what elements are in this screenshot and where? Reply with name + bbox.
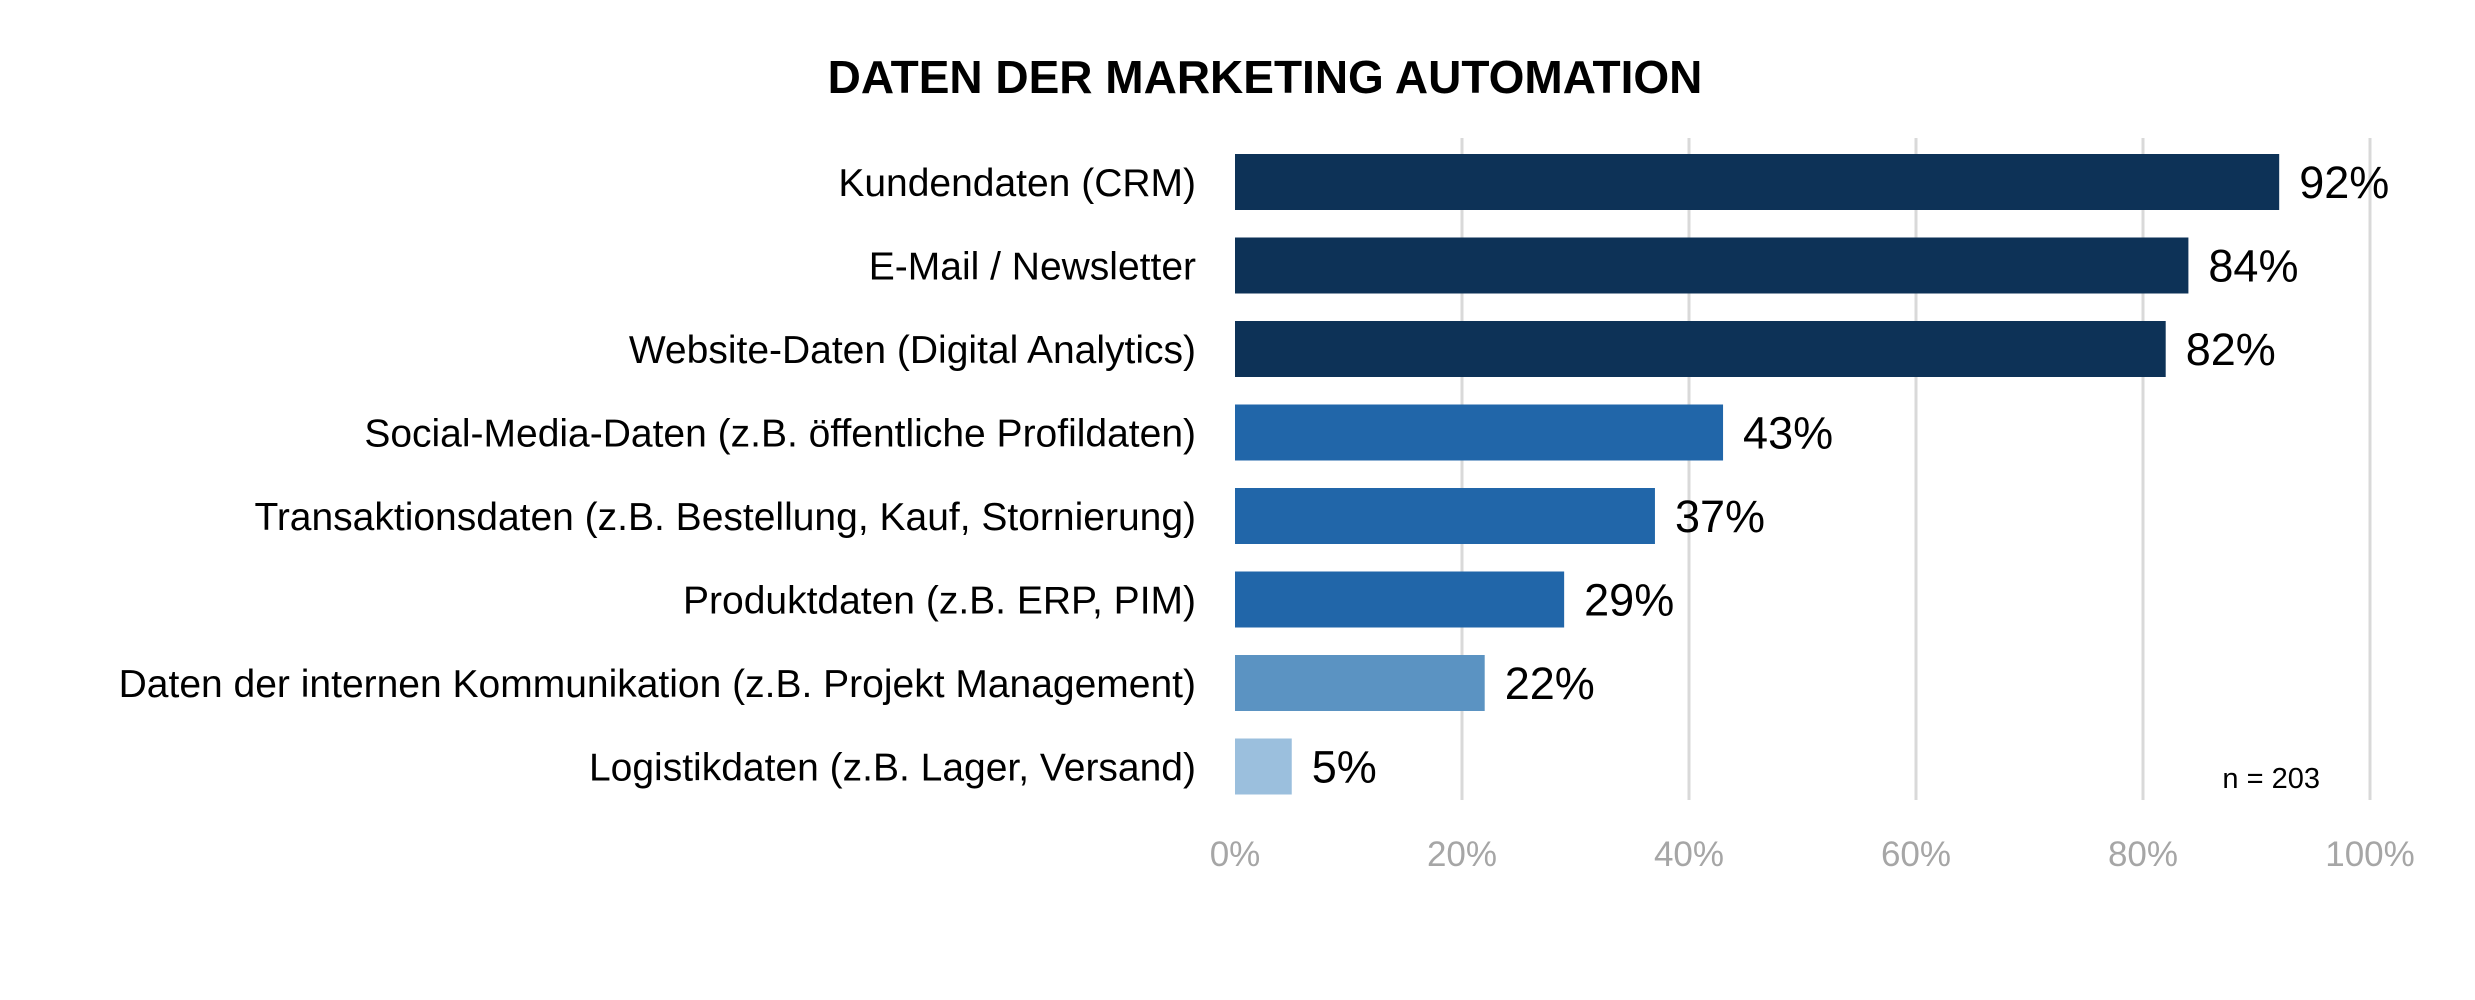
value-label: 37% xyxy=(1675,491,1765,542)
bar xyxy=(1235,237,2189,294)
x-axis-ticks: 0% 20% 40% 60% 80% 100% xyxy=(1210,835,2415,874)
x-tick-label: 20% xyxy=(1427,835,1497,874)
value-label: 43% xyxy=(1743,408,1833,459)
value-labels: 92%84% 82% 43% 37%29% 22% 5% xyxy=(1312,157,2390,793)
category-label: Social-Media-Daten (z.B. öffentliche Pro… xyxy=(364,413,1196,456)
sample-size-note: n = 203 xyxy=(2222,763,2320,795)
bar xyxy=(1235,404,1724,461)
category-label: Transaktionsdaten (z.B. Bestellung, Kauf… xyxy=(254,496,1196,539)
bar xyxy=(1235,571,1565,628)
x-tick-label: 40% xyxy=(1654,835,1724,874)
x-tick-label: 80% xyxy=(2108,835,2178,874)
category-label: Kundendaten (CRM) xyxy=(838,162,1196,205)
value-label: 29% xyxy=(1584,575,1674,626)
bar xyxy=(1235,488,1655,544)
x-tick-label: 60% xyxy=(1881,835,1951,874)
value-label: 92% xyxy=(2299,157,2389,208)
value-label: 82% xyxy=(2186,324,2276,375)
bar xyxy=(1235,154,2280,210)
category-label: Website-Daten (Digital Analytics) xyxy=(629,329,1196,372)
x-tick-label: 0% xyxy=(1210,835,1261,874)
x-tick-label: 100% xyxy=(2325,835,2415,874)
value-label: 84% xyxy=(2208,241,2298,292)
bar xyxy=(1235,738,1292,795)
category-labels: Kundendaten (CRM) E-Mail / Newsletter Webs… xyxy=(119,162,1196,790)
value-label: 22% xyxy=(1505,658,1595,709)
grid-lines xyxy=(1460,138,2372,800)
bars xyxy=(1235,154,2280,795)
category-label: Daten der internen Kommunikation (z.B. P… xyxy=(119,663,1196,706)
category-label: Produktdaten (z.B. ERP, PIM) xyxy=(683,580,1196,623)
category-label: Logistikdaten (z.B. Lager, Versand) xyxy=(589,747,1196,790)
bar xyxy=(1235,321,2166,377)
bar xyxy=(1235,655,1485,711)
chart-title: DATEN DER MARKETING AUTOMATION xyxy=(828,51,1703,103)
value-label: 5% xyxy=(1312,742,1377,793)
category-label: E-Mail / Newsletter xyxy=(869,246,1196,289)
